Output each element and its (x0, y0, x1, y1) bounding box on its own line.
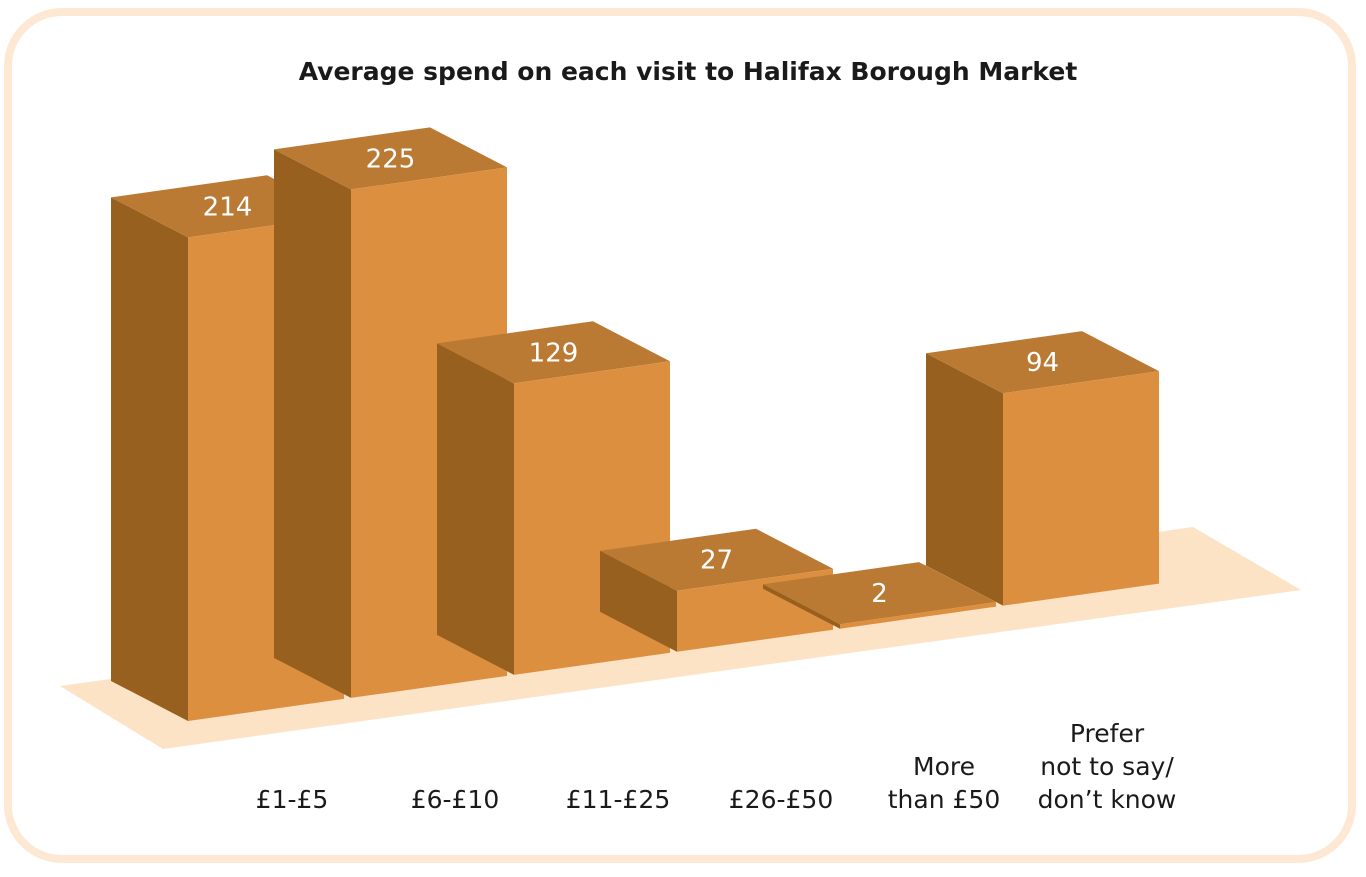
bar-value-label: 129 (529, 338, 579, 368)
x-tick-label-line: More (913, 752, 975, 781)
x-tick-label-line: Prefer (1070, 719, 1145, 748)
bar-side (274, 149, 351, 698)
bar-side (600, 550, 677, 652)
bar: 2 (763, 562, 996, 629)
x-tick-label-line: don’t know (1038, 785, 1177, 814)
x-tick-label-line: £6-£10 (411, 785, 500, 814)
bar-front (840, 602, 996, 629)
bar-value-label: 27 (700, 546, 733, 576)
bar-value-label: 225 (366, 144, 416, 174)
x-axis-labels: £1-£5 £6-£10 £11-£25 £26-£50 More than £50 Pre… (256, 719, 1177, 814)
x-tick-label: £1-£5 (256, 785, 329, 814)
bar-side (437, 343, 514, 675)
bar-value-label: 2 (871, 579, 888, 609)
bar-front (1003, 371, 1159, 606)
x-tick-label: £11-£25 (566, 785, 670, 814)
x-tick-label-line: than £50 (888, 785, 1000, 814)
x-tick-label: Prefer not to say/don’t know (1038, 719, 1177, 814)
bar-top (600, 528, 833, 591)
bar-top (437, 321, 670, 384)
x-tick-label-line: £1-£5 (256, 785, 329, 814)
bar-top (926, 331, 1159, 394)
bar-value-label: 94 (1026, 348, 1059, 378)
bar-side (111, 197, 188, 722)
bar-side (926, 353, 1003, 606)
bar-top (763, 562, 996, 625)
x-tick-label: £6-£10 (411, 785, 500, 814)
bar-top (274, 127, 507, 190)
chart-title: Average spend on each visit to Halifax B… (299, 57, 1078, 86)
x-tick-label-line: not to say/ (1040, 752, 1174, 781)
bar: 27 (600, 528, 833, 652)
bar-side (763, 584, 840, 629)
bars-group: 214 225 129 27 2 94 (111, 127, 1159, 722)
bar-value-label: 214 (203, 192, 253, 222)
bar: 94 (926, 331, 1159, 606)
x-tick-label: More than £50 (888, 752, 1000, 814)
x-tick-label-line: £26-£50 (729, 785, 833, 814)
x-tick-label-line: £11-£25 (566, 785, 670, 814)
x-tick-label: £26-£50 (729, 785, 833, 814)
